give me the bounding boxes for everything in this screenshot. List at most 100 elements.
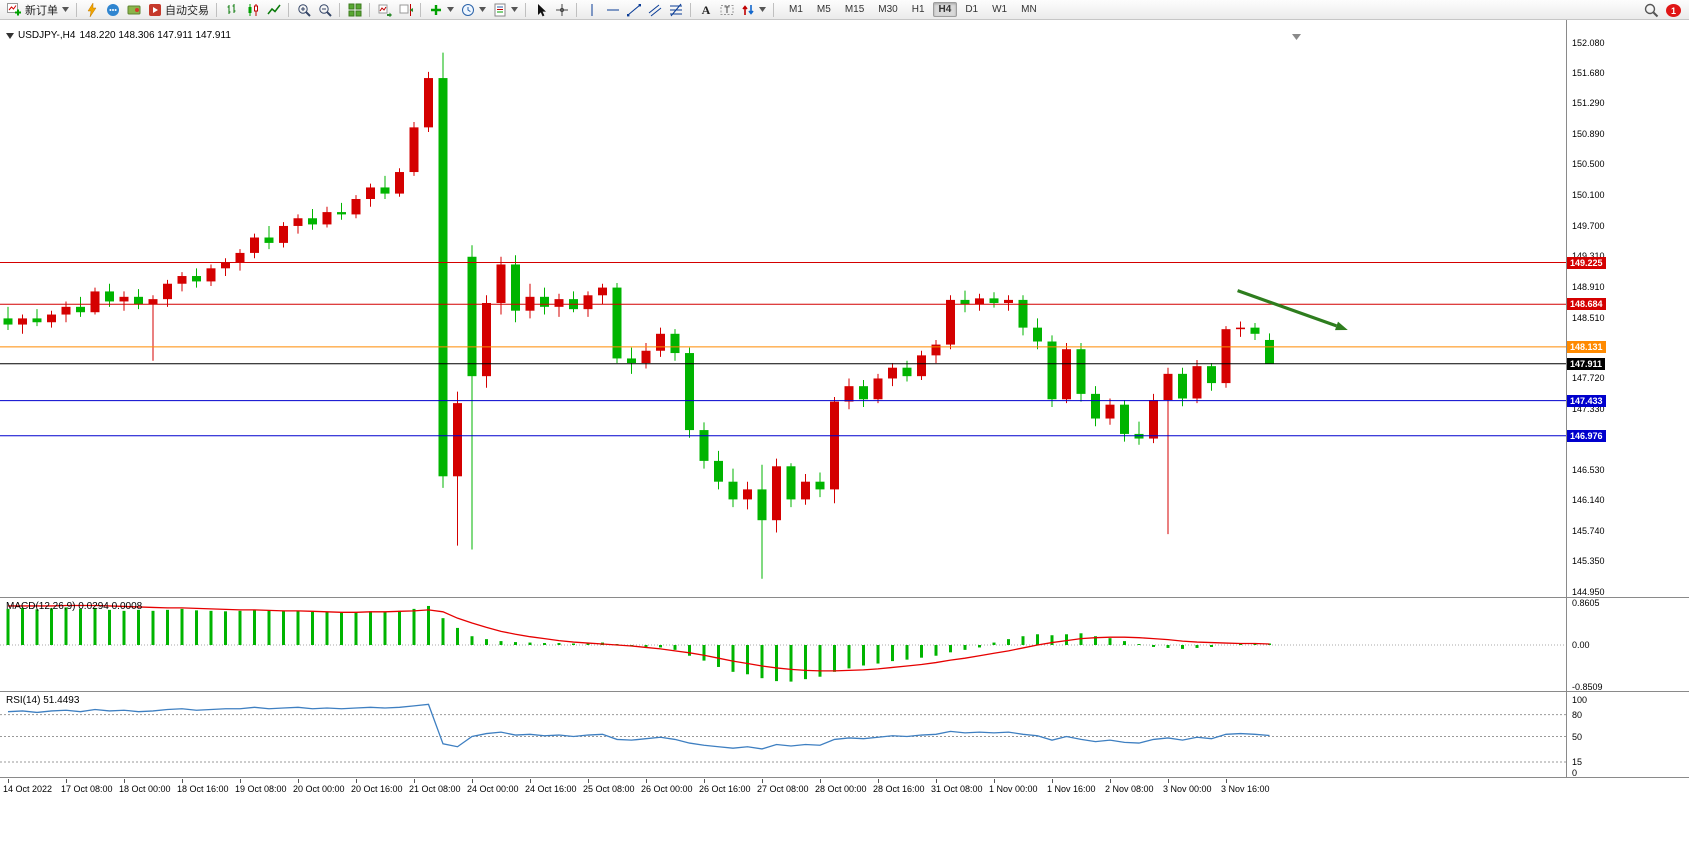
time-tick — [472, 779, 473, 783]
svg-text:T: T — [724, 5, 730, 15]
price-badge-146.976: 146.976 — [1567, 429, 1606, 442]
candle — [235, 252, 245, 263]
price-chart-pane[interactable] — [0, 28, 1566, 598]
candle — [308, 218, 317, 225]
time-label: 2 Nov 08:00 — [1105, 784, 1154, 794]
timeframe-m1-button[interactable]: M1 — [789, 4, 803, 15]
text-label-button[interactable]: T — [716, 0, 737, 19]
periods-button[interactable] — [457, 0, 489, 19]
cursor-button[interactable] — [530, 0, 551, 19]
candle — [105, 291, 114, 302]
indicators-button[interactable] — [425, 0, 457, 19]
trend-arrow[interactable] — [1237, 289, 1338, 328]
line-chart-button[interactable] — [263, 0, 284, 19]
candle — [322, 212, 332, 225]
timeframe-w1-button[interactable]: W1 — [992, 4, 1008, 15]
indicators-icon — [428, 2, 443, 17]
candle — [583, 295, 593, 310]
toolbar-right: 1 — [1644, 3, 1681, 18]
new-order-button[interactable]: 新订单 — [4, 0, 72, 19]
candle — [409, 127, 419, 173]
zoom-in-button[interactable] — [293, 0, 314, 19]
chart-window: USDJPY-,H4 148.220 148.306 147.911 147.9… — [0, 20, 1689, 861]
candle — [786, 466, 796, 500]
arrows-icon — [740, 2, 755, 17]
time-label: 18 Oct 16:00 — [177, 784, 229, 794]
price-tick-label: 148.910 — [1572, 281, 1605, 292]
collapse-triangle-icon[interactable] — [6, 32, 14, 39]
candle — [511, 264, 520, 311]
text-label-icon: T — [719, 2, 734, 17]
rsi-line — [7, 703, 1270, 750]
macd-pane[interactable] — [0, 598, 1566, 692]
time-label: 3 Nov 16:00 — [1221, 784, 1270, 794]
candle — [293, 218, 303, 226]
record-button[interactable] — [123, 0, 144, 19]
community-button[interactable] — [102, 0, 123, 19]
alerts-button[interactable] — [81, 0, 102, 19]
channel-button[interactable] — [644, 0, 665, 19]
candle — [1250, 327, 1260, 334]
trendline-icon — [626, 2, 641, 17]
candle — [960, 299, 970, 305]
time-label: 26 Oct 00:00 — [641, 784, 693, 794]
price-tick-label: 145.350 — [1572, 556, 1605, 567]
candle — [1221, 329, 1231, 384]
horizontal-line-button[interactable] — [602, 0, 623, 19]
auto-trading-button[interactable]: 自动交易 — [144, 0, 212, 19]
time-tick — [1226, 779, 1227, 783]
timeframe-d1-button[interactable]: D1 — [965, 4, 979, 15]
arrows-button[interactable] — [737, 0, 769, 19]
macd-scale-label: -0.8509 — [1572, 681, 1603, 692]
price-tick-label: 147.330 — [1572, 403, 1605, 414]
time-axis[interactable]: 14 Oct 2022 17 Oct 08:00 18 Oct 00:00 18 Oc… — [0, 778, 1689, 818]
tile-windows-button[interactable] — [344, 0, 365, 19]
cursor-icon — [533, 2, 548, 17]
time-tick — [936, 779, 937, 783]
candlestick-icon — [245, 2, 260, 17]
candle — [743, 489, 752, 500]
timeframe-mn-button[interactable]: MN — [1021, 4, 1037, 15]
vertical-line-button[interactable] — [581, 0, 602, 19]
chart-shift-marker-icon[interactable] — [1289, 29, 1304, 44]
price-badge-147.433: 147.433 — [1567, 394, 1606, 407]
templates-button[interactable] — [489, 0, 521, 19]
candle — [815, 481, 825, 490]
clock-icon — [460, 2, 475, 17]
time-label: 28 Oct 00:00 — [815, 784, 867, 794]
pane-divider[interactable] — [0, 597, 1689, 598]
text-button[interactable]: A — [695, 0, 716, 19]
candle — [264, 237, 274, 243]
candle — [351, 199, 361, 215]
fibonacci-button[interactable] — [665, 0, 686, 19]
time-label: 14 Oct 2022 — [3, 784, 53, 794]
timeframe-h4-button[interactable]: H4 — [932, 2, 958, 17]
pane-divider[interactable] — [0, 691, 1689, 692]
search-icon[interactable] — [1644, 3, 1659, 18]
timeframe-m5-button[interactable]: M5 — [816, 4, 831, 15]
toolbar-separator — [690, 2, 691, 17]
notification-badge[interactable]: 1 — [1666, 4, 1681, 17]
time-label: 17 Oct 08:00 — [61, 784, 113, 794]
timeframe-m30-button[interactable]: M30 — [878, 4, 898, 15]
candle — [873, 378, 883, 400]
toolbar-separator — [369, 2, 370, 17]
chevron-down-icon — [759, 7, 766, 12]
bar-chart-button[interactable] — [221, 0, 242, 19]
candle — [540, 296, 549, 307]
time-tick — [124, 779, 125, 783]
timeframe-m15-button[interactable]: M15 — [844, 4, 865, 15]
crosshair-button[interactable] — [551, 0, 572, 19]
auto-scroll-button[interactable] — [374, 0, 395, 19]
zoom-out-button[interactable] — [314, 0, 335, 19]
chart-shift-button[interactable] — [395, 0, 416, 19]
time-tick — [1168, 779, 1169, 783]
candlestick-chart-button[interactable] — [242, 0, 263, 19]
rsi-pane[interactable] — [0, 692, 1566, 778]
price-tick-label: 151.290 — [1572, 98, 1605, 109]
time-tick — [1052, 779, 1053, 783]
chat-icon — [105, 2, 120, 17]
timeframe-h1-button[interactable]: H1 — [911, 4, 925, 15]
trendline-button[interactable] — [623, 0, 644, 19]
candle — [18, 318, 27, 325]
